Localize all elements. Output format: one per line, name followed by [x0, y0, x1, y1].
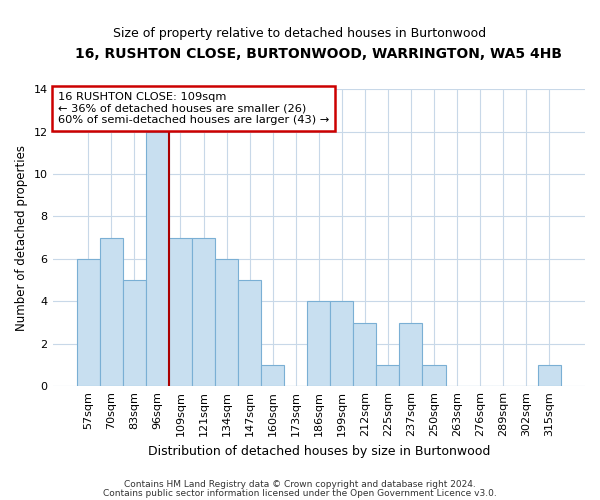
Title: 16, RUSHTON CLOSE, BURTONWOOD, WARRINGTON, WA5 4HB: 16, RUSHTON CLOSE, BURTONWOOD, WARRINGTO… [75, 48, 562, 62]
Bar [376, 365, 400, 386]
Text: 16 RUSHTON CLOSE: 109sqm
← 36% of detached houses are smaller (26)
60% of semi-d: 16 RUSHTON CLOSE: 109sqm ← 36% of detach… [58, 92, 329, 125]
Bar [261, 365, 284, 386]
Bar [215, 259, 238, 386]
Bar [100, 238, 123, 386]
Bar [123, 280, 146, 386]
Bar [238, 280, 261, 386]
Bar [77, 259, 100, 386]
Y-axis label: Number of detached properties: Number of detached properties [15, 144, 28, 330]
Bar [146, 132, 169, 386]
Bar [538, 365, 561, 386]
Bar [169, 238, 192, 386]
Bar [422, 365, 446, 386]
Bar [307, 302, 330, 386]
Text: Contains public sector information licensed under the Open Government Licence v3: Contains public sector information licen… [103, 488, 497, 498]
Text: Size of property relative to detached houses in Burtonwood: Size of property relative to detached ho… [113, 28, 487, 40]
X-axis label: Distribution of detached houses by size in Burtonwood: Distribution of detached houses by size … [148, 444, 490, 458]
Bar [330, 302, 353, 386]
Bar [400, 322, 422, 386]
Bar [192, 238, 215, 386]
Bar [353, 322, 376, 386]
Text: Contains HM Land Registry data © Crown copyright and database right 2024.: Contains HM Land Registry data © Crown c… [124, 480, 476, 489]
